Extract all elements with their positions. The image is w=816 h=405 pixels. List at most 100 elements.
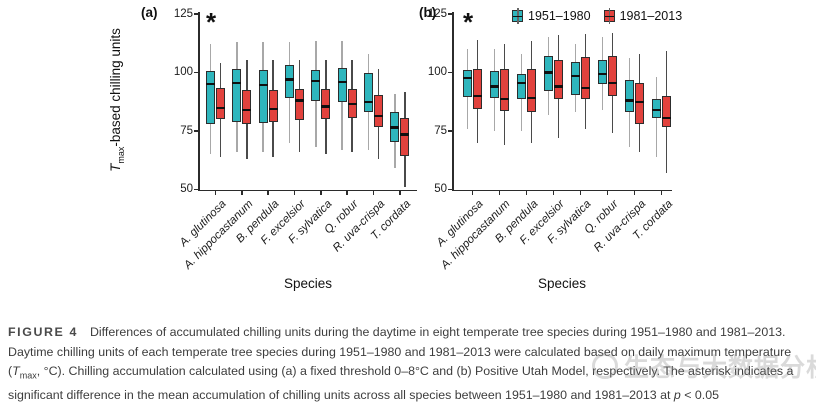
box-1981-2013 — [581, 57, 590, 100]
caption-text-1: Differences of accumulated chilling unit… — [8, 325, 792, 378]
box-1981-2013 — [321, 88, 331, 120]
y-tick — [194, 13, 198, 15]
median-line — [268, 107, 278, 110]
box-1981-2013 — [662, 95, 671, 128]
box-1981-2013 — [268, 90, 278, 122]
x-tick — [293, 191, 296, 195]
x-tick — [471, 191, 474, 195]
y-tick-label: 75 — [180, 124, 193, 137]
x-tick — [579, 191, 582, 195]
legend-item-1981-2013: 1981–2013 — [603, 8, 683, 24]
box-1981-2013 — [608, 56, 617, 96]
box-1981-2013 — [527, 68, 536, 113]
box-1981-2013 — [635, 83, 644, 124]
box-1981-2013 — [500, 68, 509, 112]
median-line — [662, 117, 671, 120]
median-line — [206, 83, 215, 86]
median-line — [284, 78, 294, 81]
x-tick — [372, 191, 375, 195]
x-tick — [214, 191, 217, 195]
legend-label-1981-2013: 1981–2013 — [619, 9, 683, 23]
y-tick-label: 100 — [427, 66, 447, 78]
box-1981-2013 — [242, 90, 252, 124]
legend-item-1951-1980: 1951–1980 — [512, 8, 591, 24]
box-1951-1980 — [206, 71, 215, 124]
y-tick-label: 100 — [173, 66, 193, 78]
box-1951-1980 — [284, 65, 294, 99]
y-tick-label: 125 — [427, 7, 447, 20]
caption-p-value: < 0.05 — [680, 387, 720, 402]
median-line — [463, 77, 472, 80]
box-1981-2013 — [294, 88, 304, 121]
caption-p-symbol: p — [673, 387, 681, 402]
median-line — [571, 74, 580, 78]
y-axis-label-sub: max — [115, 146, 126, 164]
caption-tmax-symbol: T — [12, 363, 20, 378]
x-tick — [320, 191, 322, 195]
y-tick-label: 50 — [180, 183, 193, 195]
figure-caption: FIGURE 4 Differences of accumulated chill… — [8, 323, 809, 405]
x-tick — [552, 191, 555, 195]
x-axis-title-a: Species — [283, 276, 333, 291]
x-tick — [525, 191, 528, 195]
panel-a-label: (a) — [141, 5, 158, 20]
y-tick — [194, 130, 198, 132]
median-line — [527, 97, 536, 100]
median-line — [363, 100, 373, 103]
y-tick — [448, 13, 452, 15]
x-tick — [346, 191, 348, 195]
median-line — [390, 126, 400, 129]
median-line — [232, 81, 242, 85]
y-tick — [448, 188, 452, 191]
significance-asterisk-a: * — [206, 7, 217, 37]
median-line — [500, 98, 509, 101]
legend-median-icon — [604, 15, 614, 18]
legend-swatch-1951-1980 — [512, 8, 523, 24]
median-line — [598, 72, 607, 75]
legend-label-1951-1980: 1951–1980 — [528, 9, 591, 23]
median-line — [608, 81, 617, 85]
box-1951-1980 — [544, 56, 553, 92]
x-tick — [606, 191, 609, 195]
y-axis-label: Tmax-based chilling units — [108, 28, 126, 172]
legend-swatch-1981-2013 — [603, 8, 615, 24]
box-1951-1980 — [625, 79, 634, 113]
box-1981-2013 — [373, 94, 383, 128]
panel-b-label: (b) — [419, 5, 437, 20]
y-axis-line — [198, 12, 200, 190]
legend: 1951–1980 1981–2013 — [512, 8, 683, 24]
y-tick — [194, 71, 198, 74]
caption-text-2: , °C). Chilling accumulation calculated … — [8, 363, 794, 402]
box-1951-1980 — [337, 67, 347, 102]
x-tick — [633, 191, 636, 195]
box-1981-2013 — [554, 59, 563, 100]
median-line — [311, 79, 321, 82]
significance-asterisk-b: * — [463, 7, 474, 37]
median-line — [216, 106, 225, 109]
box-1951-1980 — [490, 71, 499, 99]
x-tick — [660, 191, 663, 195]
box-1951-1980 — [232, 68, 242, 122]
median-line — [473, 94, 482, 97]
median-line — [242, 108, 252, 112]
median-line — [652, 108, 661, 112]
median-line — [554, 85, 563, 88]
caption-tmax-sub: max — [19, 370, 37, 381]
box-1951-1980 — [463, 70, 472, 98]
box-1951-1980 — [571, 61, 580, 95]
box-1981-2013 — [473, 68, 482, 109]
median-line — [517, 81, 526, 85]
box-1951-1980 — [363, 72, 373, 113]
median-line — [635, 100, 644, 103]
caption-label: FIGURE 4 — [8, 325, 78, 340]
y-tick — [194, 188, 198, 191]
median-line — [294, 99, 304, 102]
y-axis-line — [452, 12, 454, 190]
x-axis-line — [198, 189, 417, 191]
median-line — [625, 99, 634, 102]
x-tick — [241, 191, 243, 195]
y-tick-label: 125 — [173, 7, 193, 20]
y-tick — [448, 71, 452, 74]
median-line — [347, 102, 357, 106]
legend-median-icon — [513, 15, 522, 18]
